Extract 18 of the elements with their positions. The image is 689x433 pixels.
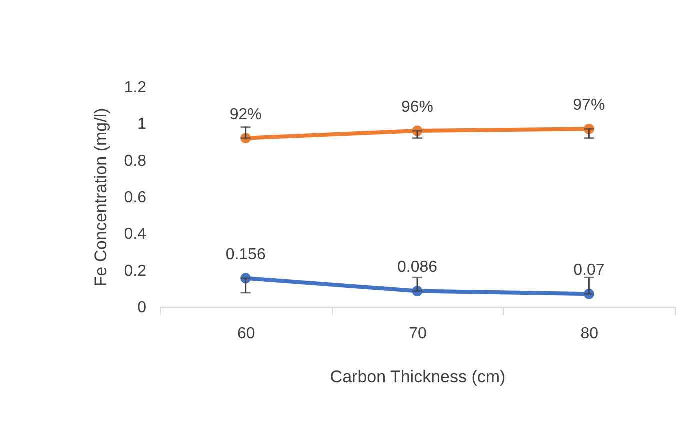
data-label: 92% [230, 106, 262, 124]
x-tick-label: 60 [237, 326, 256, 342]
y-tick-label: 0.4 [124, 226, 147, 244]
y-tick-label: 1 [138, 116, 147, 134]
x-axis-title: Carbon Thickness (cm) [330, 368, 506, 386]
data-label: 0.086 [397, 259, 438, 276]
data-label: 96% [401, 99, 434, 116]
y-tick-label: 0.8 [124, 152, 147, 170]
y-tick-label: 1.2 [124, 80, 147, 96]
data-label: 0.156 [226, 246, 266, 264]
y-axis-title: Fe Concentration (mg/l) [91, 108, 110, 287]
x-tick-label: 70 [409, 326, 427, 342]
y-tick-label: 0.2 [124, 262, 147, 280]
data-label: 0.07 [574, 262, 605, 280]
x-tick-label: 80 [580, 326, 599, 342]
data-label: 97% [573, 97, 606, 114]
y-tick-label: 0 [138, 300, 147, 316]
y-tick-label: 0.6 [124, 190, 147, 206]
